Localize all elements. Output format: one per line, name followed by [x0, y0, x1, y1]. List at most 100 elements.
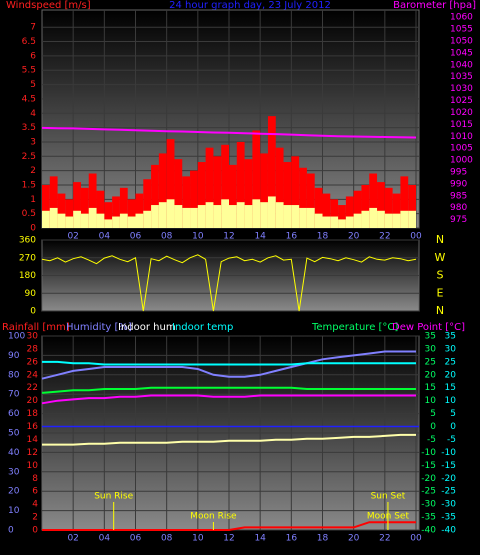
bar [190, 207, 198, 228]
y2-tick-label: -35 [421, 513, 436, 523]
bar [353, 213, 362, 228]
y2-tick-label: 25 [425, 357, 436, 367]
annotation: Moon Set [367, 512, 410, 522]
bar [338, 219, 346, 228]
series-line [41, 126, 417, 139]
annotation: Sun Rise [94, 492, 133, 502]
bar [229, 164, 237, 228]
y2-tick-label: 20 [425, 370, 437, 380]
bar [283, 162, 292, 228]
y3-tick-label: 8 [32, 474, 38, 484]
y2-tick-label: 35 [425, 332, 436, 342]
y2-tick-label: -10 [441, 448, 456, 458]
y2-tick-label: 1015 [450, 120, 473, 130]
y2-tick-label: 990 [450, 179, 467, 189]
y3-tick-label: 6 [32, 487, 38, 497]
bar [112, 216, 120, 228]
bar [267, 116, 276, 228]
bar [57, 193, 66, 228]
legend-label: Indoor temp [172, 322, 233, 333]
x-tick-label: 06 [130, 534, 142, 544]
bar [166, 139, 175, 228]
bar [80, 213, 89, 228]
y2-tick-label: -40 [441, 526, 456, 536]
bar [127, 216, 136, 228]
y-tick-label: 2 [30, 166, 36, 176]
bar [197, 205, 206, 228]
bar [330, 216, 339, 228]
y2-axis-title: Barometer [hpa] [393, 0, 476, 11]
bar [392, 193, 401, 228]
y3-tick-label: 30 [27, 332, 39, 342]
y-tick-label: 6 [30, 51, 36, 61]
y2-tick-label: -15 [441, 461, 456, 471]
direction-label: S [437, 269, 444, 282]
bar [143, 179, 152, 228]
y3-tick-label: 22 [27, 383, 38, 393]
y2-tick-label: 5 [430, 409, 436, 419]
y-tick-label: 0 [30, 224, 36, 234]
direction-label: W [435, 251, 446, 264]
bar [42, 210, 50, 228]
y2-tick-label: 30 [445, 344, 457, 354]
x-tick-label: 10 [192, 534, 204, 544]
x-tick-label: 18 [317, 534, 329, 544]
bar [104, 219, 113, 228]
bar [229, 205, 237, 228]
y-tick-label: 3 [30, 137, 36, 147]
bar [244, 205, 253, 228]
bar [260, 153, 268, 228]
bar [197, 162, 206, 228]
y2-tick-label: -30 [441, 500, 456, 510]
y-axis-title: Windspeed [m/s] [6, 0, 91, 11]
x-tick-label: 16 [286, 232, 298, 242]
bar [182, 207, 191, 228]
y3-tick-label: 20 [27, 396, 39, 406]
bar [361, 210, 370, 228]
bar [236, 141, 245, 228]
x-tick-label: 06 [130, 232, 142, 242]
y3-tick-label: 18 [27, 409, 39, 419]
y2-tick-label: 1005 [450, 144, 473, 154]
bar [275, 202, 284, 228]
x-tick-label: 00 [410, 534, 422, 544]
x-tick-label: 00 [410, 232, 422, 242]
bar [345, 196, 354, 228]
y2-tick-label: -5 [447, 435, 456, 445]
y-tick-label: 4 [30, 109, 36, 119]
x-tick-label: 02 [67, 232, 78, 242]
y3-tick-label: 16 [27, 422, 39, 432]
y-tick-label: 2.5 [22, 152, 36, 162]
series-line [41, 350, 416, 380]
y2-tick-label: 1040 [450, 60, 473, 70]
bar [322, 193, 331, 228]
y-tick-label: 7 [30, 23, 36, 33]
bar [158, 153, 167, 228]
bar [267, 196, 276, 228]
bar [353, 190, 362, 228]
y-tick-label: 90 [8, 351, 20, 361]
bar [88, 207, 97, 228]
legend-label: Indoor hum [118, 322, 176, 333]
bar [49, 176, 58, 228]
y2-tick-label: 1000 [450, 156, 473, 166]
y2-tick-label: 35 [445, 332, 456, 342]
bar [57, 213, 66, 228]
x-tick-label: 12 [223, 232, 234, 242]
y-tick-label: 10 [8, 506, 20, 516]
bar [377, 210, 385, 228]
bar [221, 199, 229, 228]
y2-tick-label: 15 [445, 383, 456, 393]
y3-tick-label: 0 [32, 526, 38, 536]
y2-tick-label: -15 [421, 461, 436, 471]
bar [174, 159, 183, 228]
bar [330, 199, 339, 228]
y2-tick-label: 30 [425, 344, 437, 354]
bar [252, 199, 261, 228]
y2-tick-label: 975 [450, 215, 467, 225]
bar [135, 213, 144, 228]
bar [291, 205, 300, 228]
y-tick-label: 30 [8, 467, 20, 477]
bar [377, 182, 385, 228]
y2-tick-label: 1050 [450, 36, 473, 46]
